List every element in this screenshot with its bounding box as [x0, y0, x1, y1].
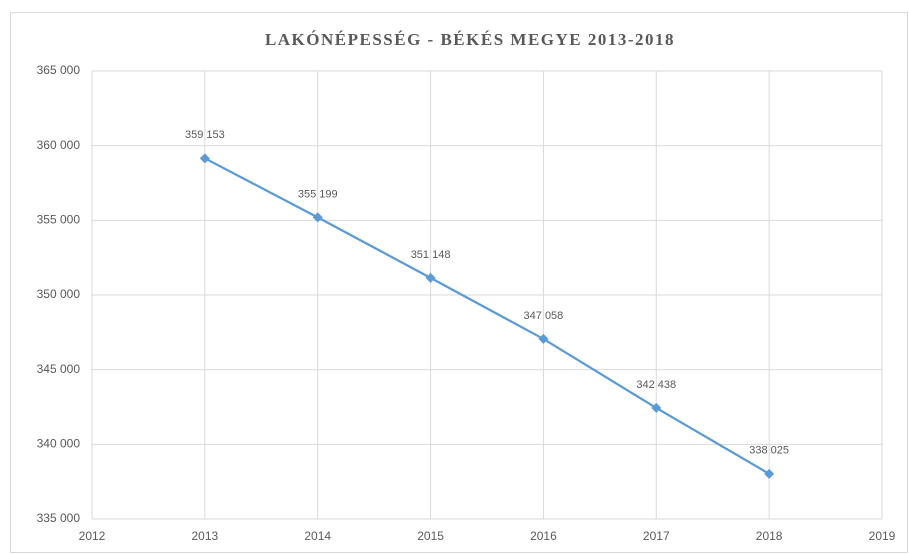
data-line — [204, 157, 770, 475]
y-tick-label: 350 000 — [37, 287, 81, 301]
y-tick-label: 345 000 — [37, 362, 81, 376]
x-tick-label: 2016 — [530, 529, 557, 543]
data-label: 359 153 — [185, 129, 225, 141]
data-point — [764, 468, 775, 479]
data-label: 338 025 — [749, 445, 789, 457]
x-tick-label: 2019 — [869, 529, 896, 543]
x-tick-label: 2012 — [79, 529, 106, 543]
y-tick-label: 355 000 — [37, 213, 81, 227]
x-tick-label: 2014 — [304, 529, 331, 543]
data-label: 342 438 — [636, 379, 676, 391]
x-tick-label: 2017 — [643, 529, 670, 543]
x-tick-label: 2015 — [417, 529, 444, 543]
y-tick-label: 335 000 — [37, 511, 81, 525]
data-label: 355 199 — [298, 188, 338, 200]
data-label: 347 058 — [524, 310, 564, 322]
y-tick-label: 365 000 — [37, 63, 81, 77]
chart-frame — [10, 12, 908, 553]
y-tick-label: 340 000 — [37, 437, 81, 451]
y-tick-label: 360 000 — [37, 138, 81, 152]
data-point — [199, 153, 210, 164]
data-point — [425, 272, 436, 283]
data-point — [538, 333, 549, 344]
data-label: 351 148 — [411, 249, 451, 261]
x-tick-label: 2013 — [192, 529, 219, 543]
x-tick-label: 2018 — [756, 529, 783, 543]
chart-title: LAKÓNÉPESSÉG - BÉKÉS MEGYE 2013-2018 — [265, 30, 675, 49]
data-point — [651, 402, 662, 413]
data-point — [312, 212, 323, 223]
